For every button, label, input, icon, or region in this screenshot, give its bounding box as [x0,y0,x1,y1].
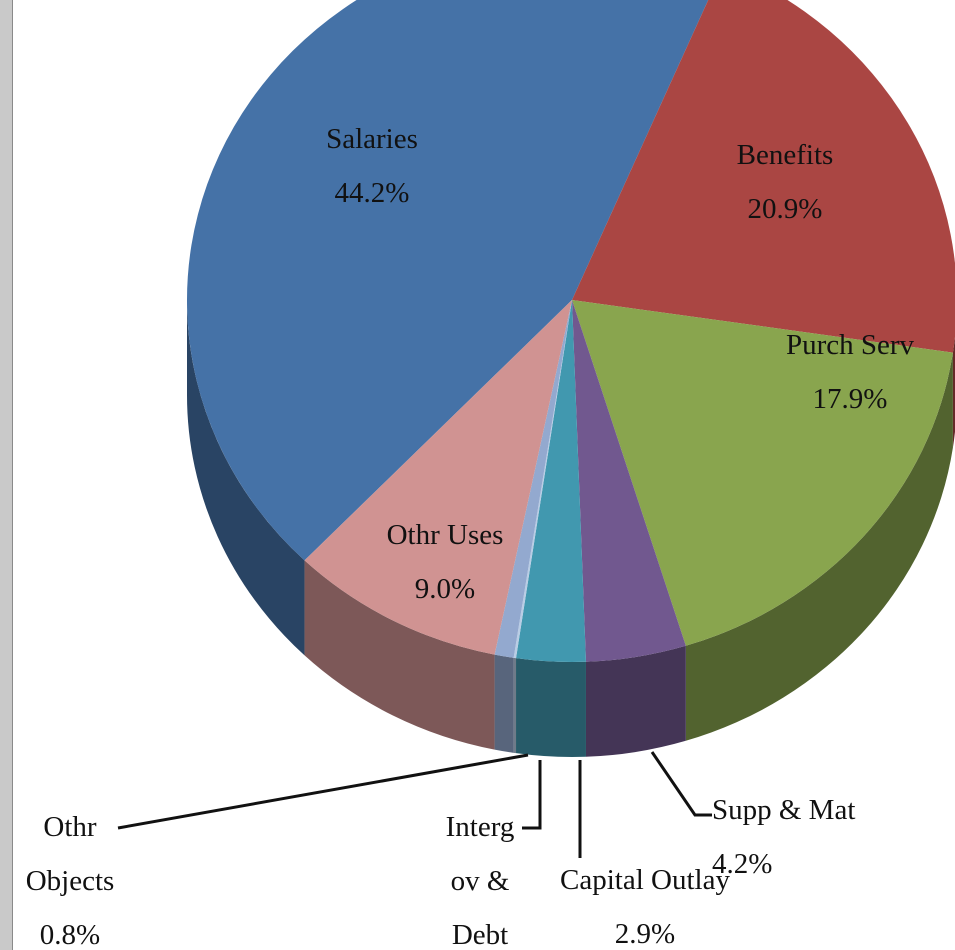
category-label: Capital Outlay [560,864,730,896]
slice-side [304,560,495,750]
slice-side [585,645,686,757]
slice-side [513,657,517,754]
slice-label: Purch Serv 17.9% [740,318,955,426]
slice-label: Salaries 44.2% [282,112,462,220]
slice [187,0,709,561]
slice [516,300,586,662]
slice-side [952,336,955,448]
slice-label: Intergov & Debt [440,800,520,950]
value-label: 2.9% [614,918,676,950]
slice-side [187,300,305,656]
leader-line [117,753,529,830]
slice [513,300,572,659]
value-label: 9.0% [414,573,476,605]
value-label: 20.9% [747,193,823,225]
slice-label: Othr Objects 0.8% [15,800,125,950]
slice [572,300,686,662]
leader-line [522,760,542,830]
value-label: 4.2% [712,848,773,880]
category-label: Othr Uses [386,519,504,551]
category-label: Intergov & Debt [445,811,515,950]
category-label: Benefits [736,139,834,171]
category-label: Purch Serv [785,329,915,361]
value-label: 0.8% [39,919,101,950]
slice-side [494,654,514,753]
category-label: Salaries [326,123,418,155]
slice-side [516,658,586,757]
value-label: 44.2% [334,177,410,209]
slice [572,0,955,353]
window-edge [0,0,13,950]
value-label: 17.9% [812,383,888,415]
slice-side [685,352,953,741]
slice-label: Benefits 20.9% [695,128,875,236]
slice-label: Supp & Mat 4.2% [712,783,892,891]
leader-line [650,751,712,817]
slice-label: Othr Uses 9.0% [355,508,535,616]
category-label: Supp & Mat [712,794,856,826]
slice-label: Capital Outlay 2.9% [535,853,755,950]
slice [304,300,572,655]
slice [572,300,953,646]
slice [494,300,572,658]
category-label: Othr Objects [25,811,115,897]
